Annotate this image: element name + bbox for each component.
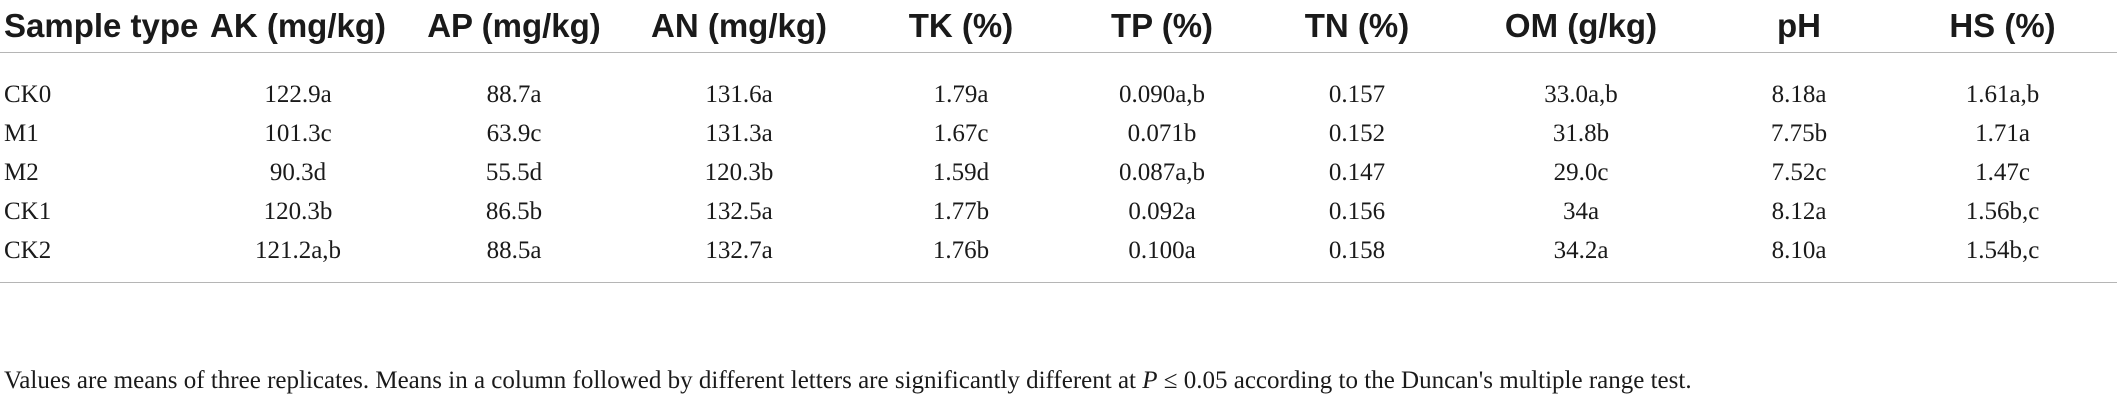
table-cell: 0.147 <box>1328 158 1386 186</box>
table-cell: 1.59d <box>932 158 990 186</box>
table-cell: 101.3c <box>264 119 332 147</box>
table-cell: 90.3d <box>269 158 327 186</box>
table-cell: 1.71a <box>1975 119 2030 147</box>
column-header: TK (%) <box>860 0 1062 53</box>
table-row: CK0 122.9a 88.7a 131.6a 1.79a 0.090a,b 0… <box>0 75 2117 114</box>
table-cell: M2 <box>4 158 39 186</box>
table-header-row: Sample type AK (mg/kg) AP (mg/kg) AN (mg… <box>0 0 2117 53</box>
table-row: M2 90.3d 55.5d 120.3b 1.59d 0.087a,b 0.1… <box>0 153 2117 192</box>
table-cell: 0.071b <box>1127 119 1197 147</box>
table-cell: 0.087a,b <box>1118 158 1206 186</box>
table-cell: 1.54b,c <box>1965 236 2040 264</box>
column-header: AK (mg/kg) <box>186 0 410 53</box>
table-cell: M1 <box>4 119 39 147</box>
table-cell: 88.7a <box>486 80 542 108</box>
table-cell: 131.6a <box>705 80 773 108</box>
table-cell: 31.8b <box>1552 119 1610 147</box>
table-cell: 8.12a <box>1771 197 1827 225</box>
table-row: M1 101.3c 63.9c 131.3a 1.67c 0.071b 0.15… <box>0 114 2117 153</box>
table-cell: CK2 <box>4 236 52 264</box>
table-cell: CK1 <box>4 197 52 225</box>
table-cell: 33.0a,b <box>1544 80 1618 108</box>
column-header: TP (%) <box>1062 0 1262 53</box>
column-header: TN (%) <box>1262 0 1452 53</box>
table-cell: 0.157 <box>1328 80 1386 108</box>
table-cell: 1.61a,b <box>1965 80 2040 108</box>
column-header: OM (g/kg) <box>1452 0 1710 53</box>
table-footnote: Values are means of three replicates. Me… <box>4 367 1692 395</box>
table-cell: 121.2a,b <box>254 236 342 264</box>
table-cell: 0.100a <box>1128 236 1196 264</box>
table-cell: 8.18a <box>1771 80 1827 108</box>
table-cell: 1.47c <box>1975 158 2030 186</box>
table-cell: 8.10a <box>1771 236 1827 264</box>
table-cell: 131.3a <box>705 119 773 147</box>
column-header: Sample type <box>0 0 198 53</box>
table-cell: 7.75b <box>1770 119 1828 147</box>
table-cell: CK0 <box>4 80 52 108</box>
table-cell: 1.77b <box>932 197 990 225</box>
table-cell: 88.5a <box>486 236 542 264</box>
table-cell: 34.2a <box>1553 236 1609 264</box>
table-cell: 55.5d <box>485 158 543 186</box>
table-cell: 7.52c <box>1771 158 1827 186</box>
table-cell: 0.158 <box>1328 236 1386 264</box>
column-header: AN (mg/kg) <box>618 0 860 53</box>
table-cell: 0.156 <box>1328 197 1386 225</box>
table-cell: 1.56b,c <box>1965 197 2040 225</box>
table-cell: 34a <box>1562 197 1600 225</box>
table-cell: 120.3b <box>704 158 774 186</box>
column-header: AP (mg/kg) <box>410 0 618 53</box>
footnote-text-start: Values are means of three replicates. Me… <box>4 367 1143 394</box>
table-cell: 29.0c <box>1553 158 1609 186</box>
table-cell: 122.9a <box>264 80 332 108</box>
table-cell: 86.5b <box>485 197 543 225</box>
column-header: HS (%) <box>1888 0 2117 53</box>
table-row: CK2 121.2a,b 88.5a 132.7a 1.76b 0.100a 0… <box>0 231 2117 270</box>
table-cell: 120.3b <box>263 197 333 225</box>
table-cell: 0.092a <box>1128 197 1196 225</box>
table-cell: 132.5a <box>705 197 773 225</box>
table-cell: 63.9c <box>486 119 542 147</box>
table-cell: 1.79a <box>933 80 989 108</box>
column-header: pH <box>1710 0 1888 53</box>
table-cell: 1.76b <box>932 236 990 264</box>
footnote-p-symbol: P <box>1142 367 1158 394</box>
table-cell: 0.090a,b <box>1118 80 1206 108</box>
table-cell: 1.67c <box>933 119 989 147</box>
table-cell: 132.7a <box>705 236 773 264</box>
soil-properties-table: Sample type AK (mg/kg) AP (mg/kg) AN (mg… <box>0 0 2117 283</box>
table-cell: 0.152 <box>1328 119 1386 147</box>
footnote-text-end: ≤ 0.05 according to the Duncan's multipl… <box>1157 367 1692 394</box>
table-row: CK1 120.3b 86.5b 132.5a 1.77b 0.092a 0.1… <box>0 192 2117 231</box>
